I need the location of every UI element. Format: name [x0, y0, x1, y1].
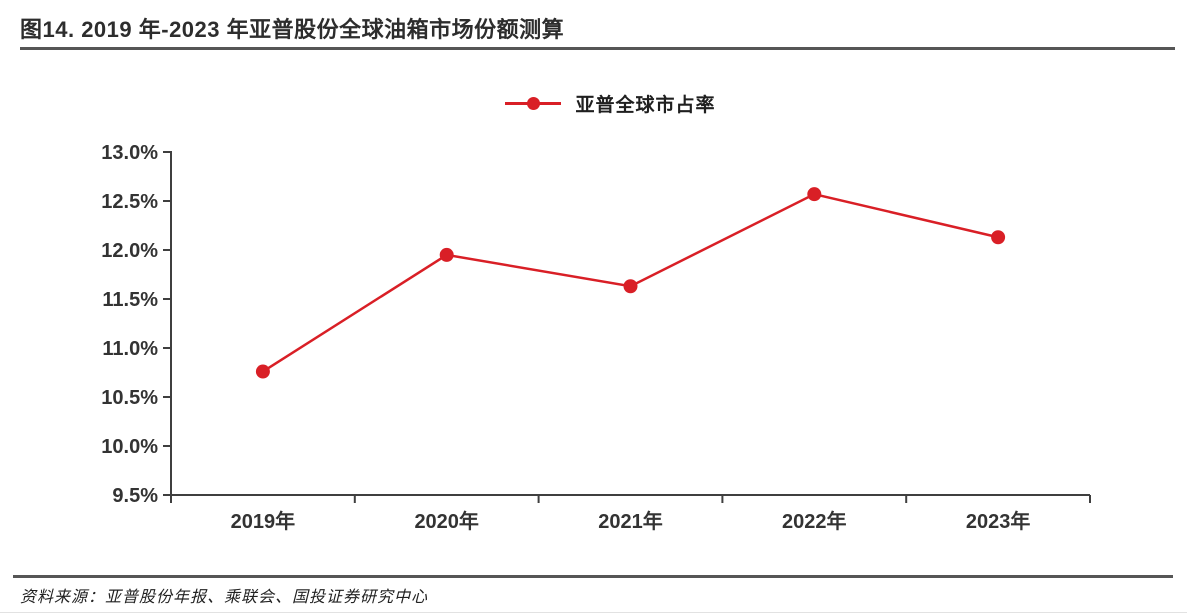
y-tick-label: 10.0% — [101, 436, 158, 458]
figure-title: 图14. 2019 年-2023 年亚普股份全球油箱市场份额测算 — [20, 17, 565, 42]
source-note: 资料来源：亚普股份年报、乘联会、国投证券研究中心 — [20, 589, 429, 606]
y-tick-label: 9.5% — [112, 485, 158, 507]
y-tick-label: 11.0% — [102, 338, 158, 360]
x-tick-label: 2020年 — [414, 509, 479, 533]
y-tick-label: 12.5% — [101, 191, 158, 213]
title-divider — [20, 47, 1175, 50]
x-tick-label: 2023年 — [966, 509, 1031, 533]
y-tick-label: 10.5% — [101, 387, 158, 409]
x-tick-label: 2019年 — [231, 509, 296, 533]
legend-entry: 亚普全球市占率 — [505, 90, 715, 117]
y-tick-label: 12.0% — [101, 240, 158, 262]
y-tick-label: 11.5% — [102, 289, 158, 311]
legend-dot-icon — [526, 97, 540, 110]
data-point — [255, 364, 270, 379]
y-tick-label: 13.0% — [101, 142, 158, 164]
data-point — [991, 230, 1006, 245]
legend-line-marker-icon — [505, 97, 562, 110]
chart-legend: 亚普全球市占率 — [0, 90, 1187, 117]
data-point — [623, 279, 638, 294]
source-divider — [13, 575, 1173, 578]
data-point — [439, 247, 454, 262]
x-tick-label: 2022年 — [782, 509, 847, 533]
x-tick-label: 2021年 — [598, 509, 663, 533]
legend-label: 亚普全球市占率 — [575, 95, 716, 116]
data-point — [807, 187, 822, 202]
page-bottom-divider — [0, 612, 1187, 613]
